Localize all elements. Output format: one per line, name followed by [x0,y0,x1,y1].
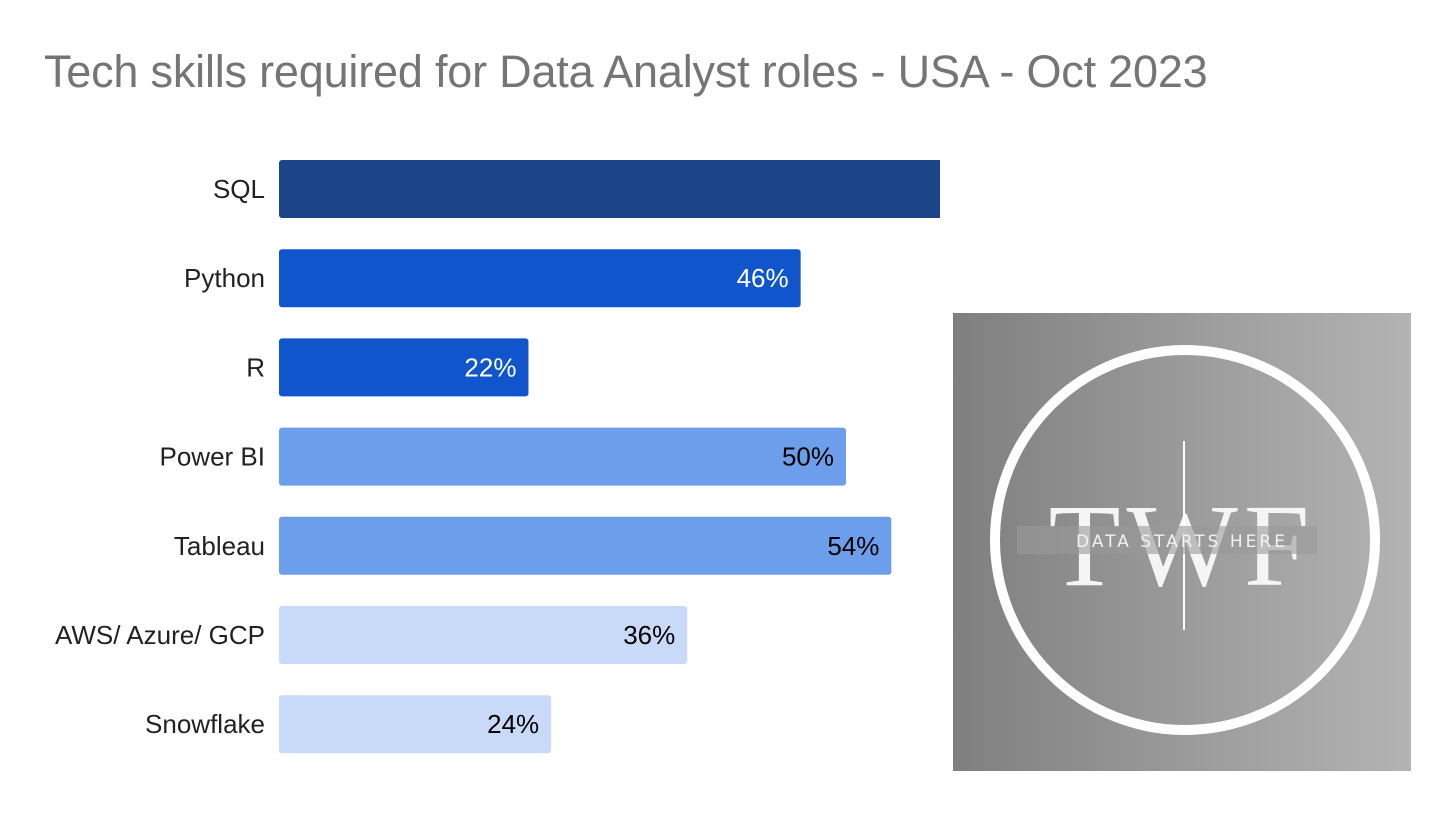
value-label-power-bi: 50% [782,442,834,472]
value-label-r: 22% [464,352,516,382]
brand-logo: TWF DATA STARTS HERE [953,313,1411,771]
bar-sql [279,160,940,218]
category-label-r: R [246,352,265,382]
value-label-aws-azure-gcp: 36% [623,620,675,650]
category-label-python: Python [184,263,265,293]
value-label-python: 46% [737,263,789,293]
category-label-aws-azure-gcp: AWS/ Azure/ GCP [55,620,265,650]
bar-python [279,249,801,308]
chart-title: Tech skills required for Data Analyst ro… [44,46,1208,97]
logo-ring [990,345,1380,735]
category-label-tableau: Tableau [174,531,265,561]
logo-graphic: TWF [990,345,1380,735]
bar-aws-azure-gcp [279,606,688,664]
bar-tableau [279,516,892,575]
value-label-tableau: 54% [827,531,879,561]
logo-tagline: DATA STARTS HERE [1076,532,1288,552]
category-label-power-bi: Power BI [160,442,266,472]
bar-snowflake [279,695,552,754]
category-label-snowflake: Snowflake [145,709,265,739]
bar-power-bi [279,427,846,486]
logo-tagline-band [1017,526,1317,554]
bar-r [279,338,529,397]
category-label-sql: SQL [213,174,265,204]
value-label-snowflake: 24% [487,709,539,739]
